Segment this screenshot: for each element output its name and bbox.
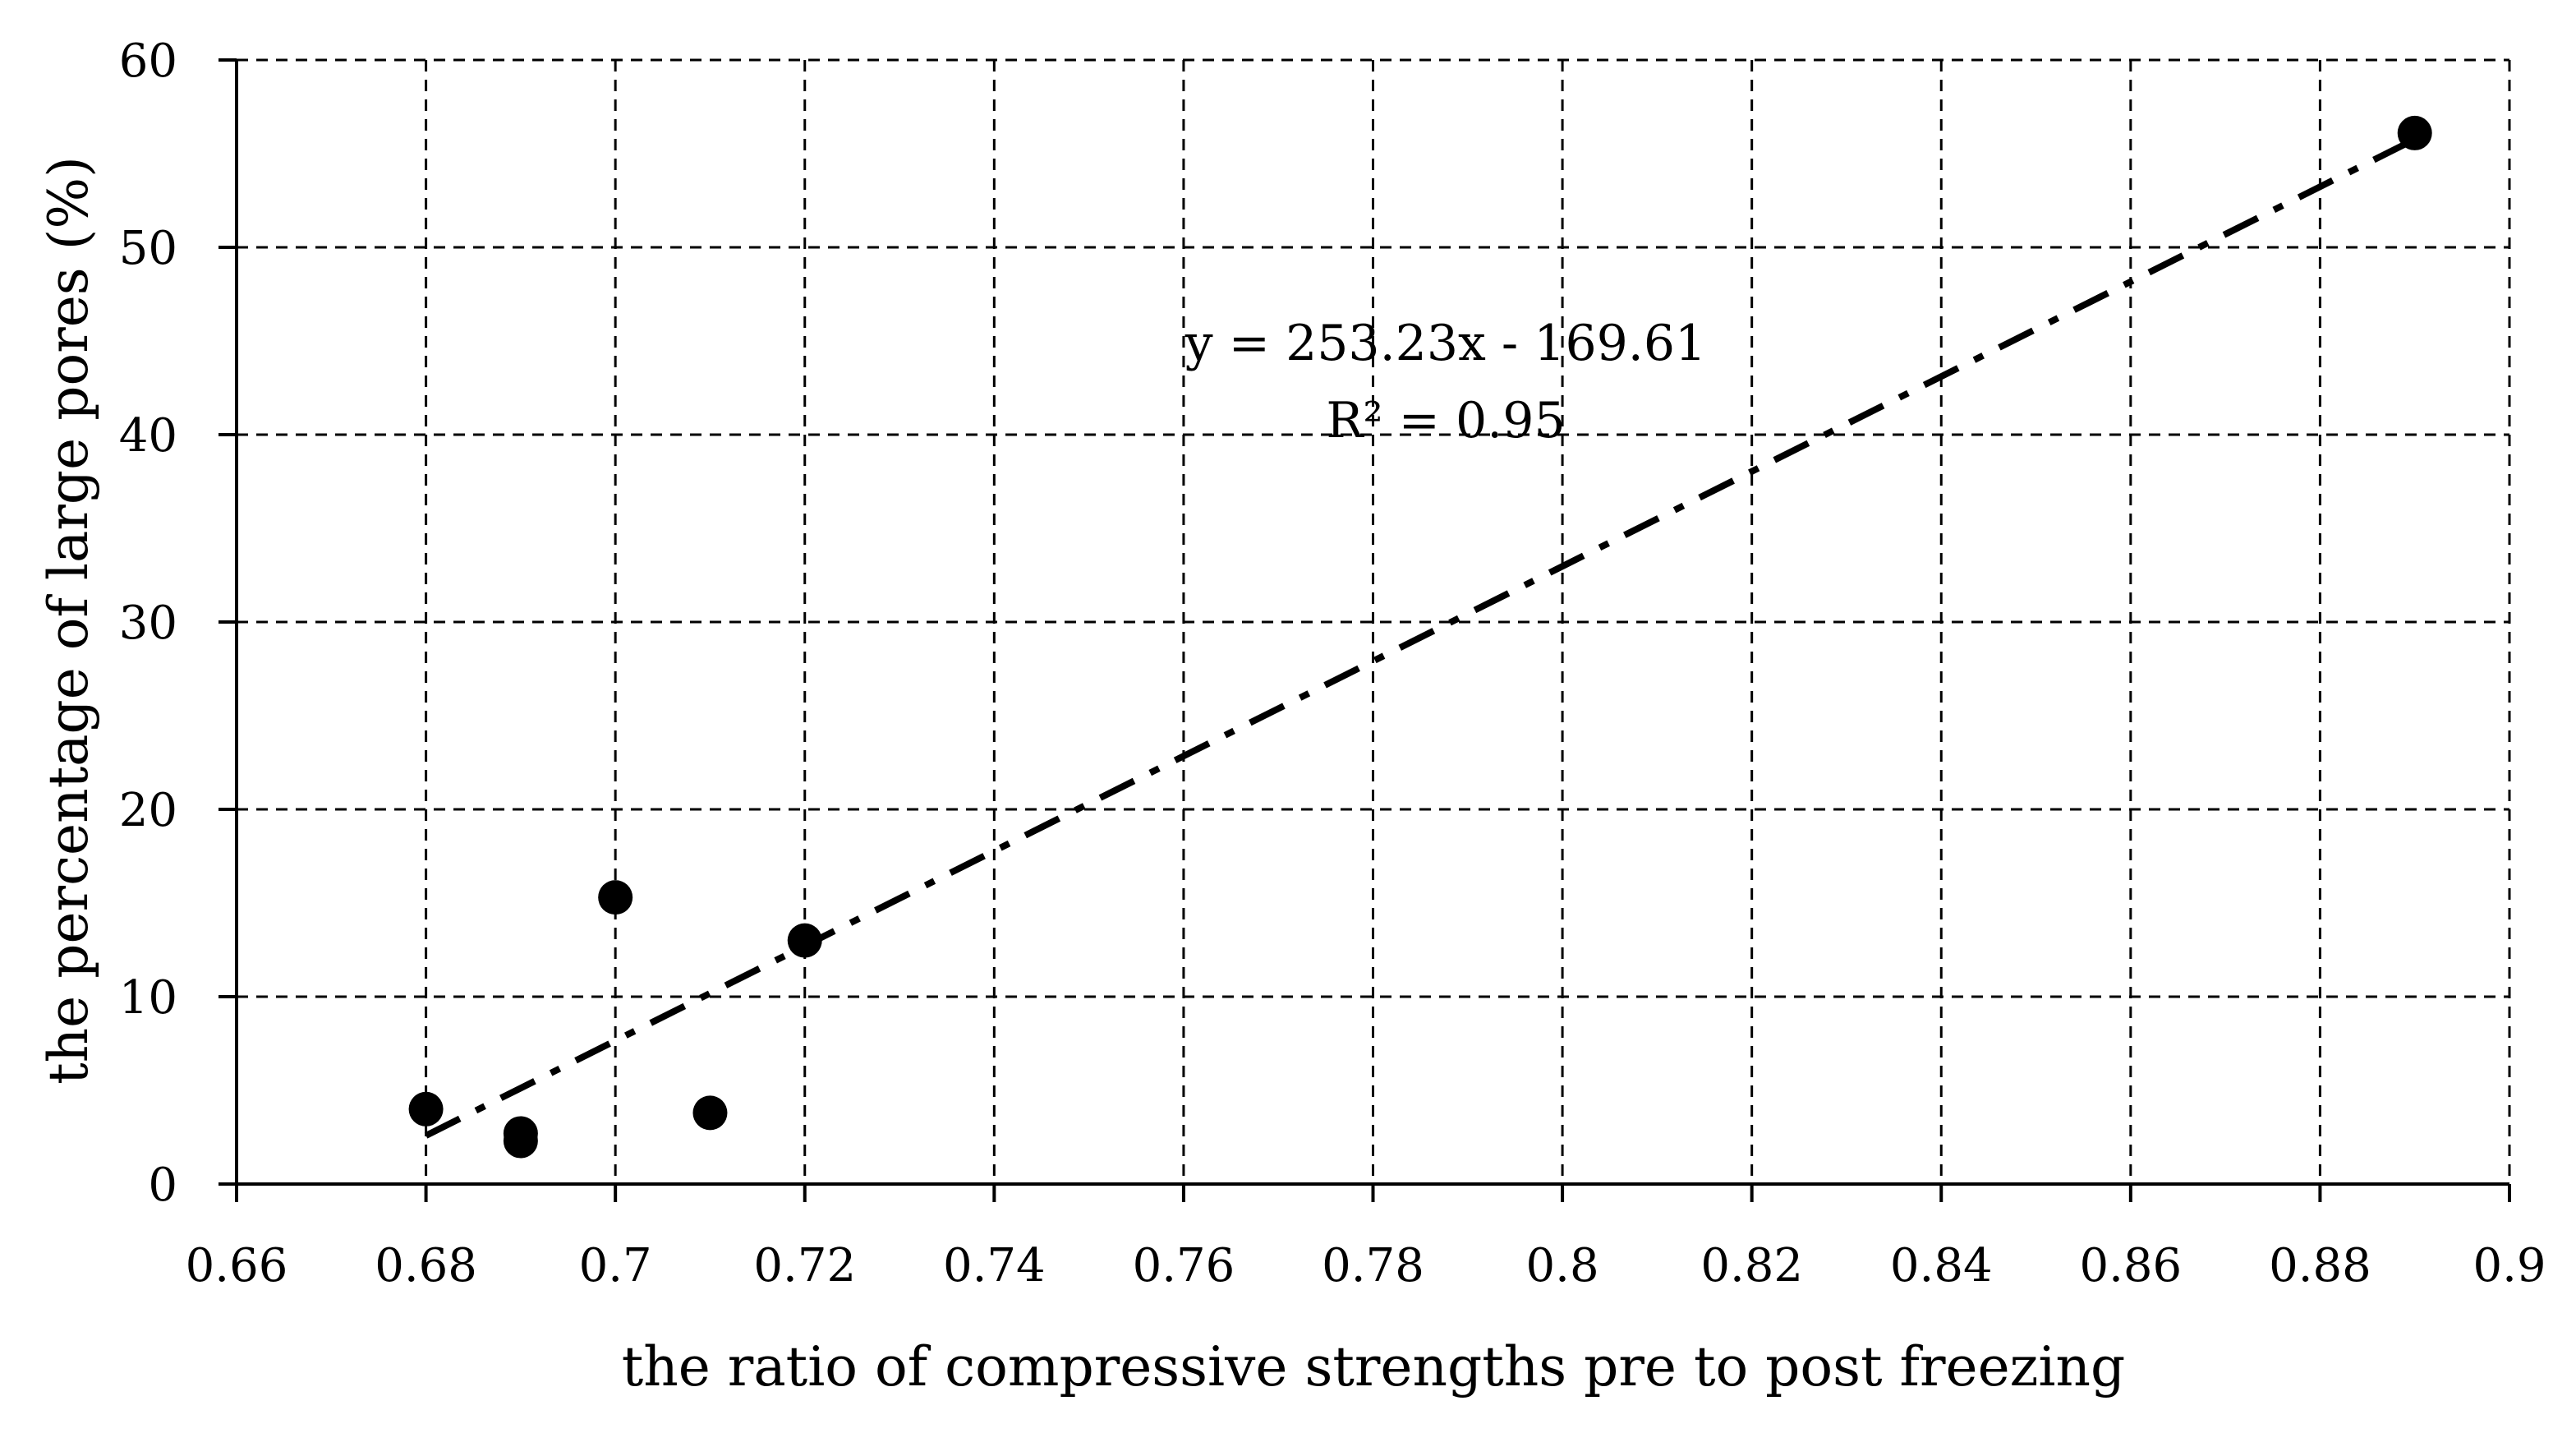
- x-tick-label: 0.84: [1890, 1239, 1993, 1292]
- trendline-r2: R² = 0.95: [1326, 392, 1565, 449]
- data-point: [503, 1123, 538, 1159]
- x-tick-label: 0.88: [2269, 1239, 2371, 1292]
- trendline-equation: y = 253.23x - 169.61: [1184, 315, 1706, 372]
- trendline: [424, 136, 2417, 1139]
- x-tick-label: 0.72: [753, 1239, 856, 1292]
- y-tick-label: 50: [119, 222, 177, 275]
- y-tick-label: 0: [148, 1159, 177, 1212]
- x-tick-label: 0.74: [943, 1239, 1046, 1292]
- data-point: [598, 880, 633, 915]
- trendline-line: [424, 136, 2417, 1139]
- gridlines: [237, 58, 2511, 1184]
- y-tick-label: 10: [119, 971, 177, 1025]
- x-tick-label: 0.86: [2079, 1239, 2182, 1292]
- x-tick-label: 0.66: [186, 1239, 288, 1292]
- data-point: [787, 923, 822, 958]
- x-tick-label: 0.68: [375, 1239, 477, 1292]
- x-tick-label: 0.8: [1526, 1239, 1599, 1292]
- axes: [218, 58, 2511, 1202]
- data-point: [692, 1095, 728, 1131]
- tick-labels: 0.66 0.68 0.7 0.72 0.74 0.76 0.78 0.8 0.82 0.84 0.…: [119, 35, 2546, 1292]
- x-tick-label: 0.76: [1133, 1239, 1235, 1292]
- y-tick-label: 30: [119, 597, 177, 650]
- y-axis-title: the percentage of large pores (%): [37, 156, 100, 1085]
- x-tick-label: 0.82: [1700, 1239, 1803, 1292]
- y-tick-label: 40: [119, 409, 177, 463]
- data-point: [408, 1091, 444, 1127]
- y-tick-label: 60: [119, 35, 177, 88]
- x-tick-label: 0.9: [2472, 1239, 2546, 1292]
- x-axis-title: the ratio of compressive strengths pre t…: [622, 1335, 2126, 1398]
- y-tick-label: 20: [119, 784, 177, 837]
- data-points: [408, 115, 2432, 1159]
- x-tick-label: 0.7: [579, 1239, 652, 1292]
- data-point: [2397, 115, 2432, 150]
- x-tick-label: 0.78: [1322, 1239, 1424, 1292]
